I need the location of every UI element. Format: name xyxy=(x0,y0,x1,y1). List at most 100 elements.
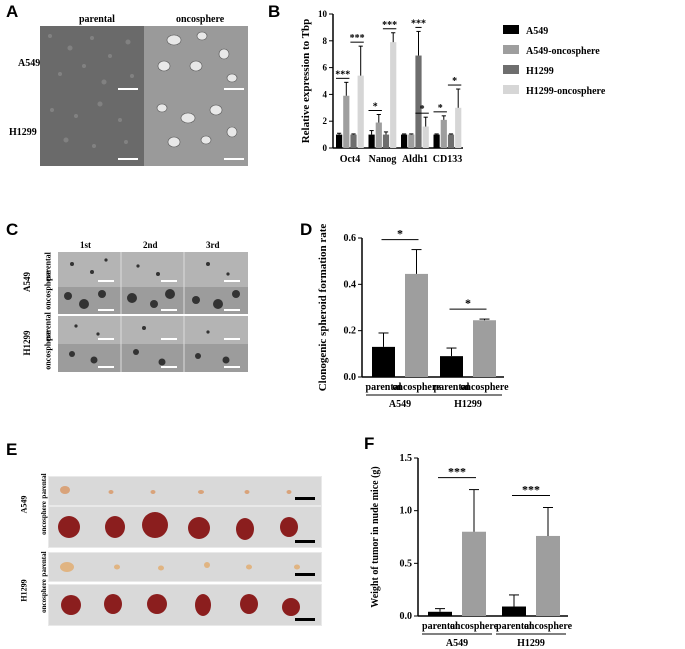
bar xyxy=(375,122,382,148)
significance-mark: * xyxy=(397,227,403,241)
tumor-photo-a549-oncosphere xyxy=(48,506,322,548)
scale-bar xyxy=(224,158,244,160)
group-label: H1299 xyxy=(517,638,545,646)
y-tick-label: 0.2 xyxy=(344,326,357,337)
y-tick-label: 0.0 xyxy=(400,611,413,622)
sphere-texture xyxy=(157,31,238,83)
micrograph-a549-parental xyxy=(40,26,144,96)
x-tick-label: oncosphere xyxy=(524,621,573,632)
tumor-images xyxy=(61,594,315,621)
legend-swatch xyxy=(503,65,519,74)
bar xyxy=(455,107,462,148)
group-label: H1299 xyxy=(454,399,482,410)
x-tick-label: CD133 xyxy=(433,154,462,165)
bar xyxy=(382,134,390,148)
legend-label: H1299 xyxy=(526,66,554,77)
colony-texture xyxy=(58,252,248,372)
y-axis-label: Clonogenic spheroid formation rate xyxy=(317,224,329,392)
expression-bar-chart: 0 2 4 6 8 10 Relative expression to Tbp Oct4 Nan… xyxy=(300,9,606,165)
group-label: A549 xyxy=(389,399,411,410)
row-label-h1299: H1299 xyxy=(9,127,37,138)
group-label-h1299: H1299 xyxy=(22,330,32,356)
row-label-a549: A549 xyxy=(18,58,41,69)
bar xyxy=(401,134,408,148)
significance-mark: *** xyxy=(350,33,365,44)
panel-label-e: E xyxy=(6,440,18,459)
row-label-oncosphere: oncosphere xyxy=(40,501,48,535)
col-header-1st: 1st xyxy=(80,240,91,250)
significance-mark: * xyxy=(452,76,457,87)
micrograph-h1299-parental xyxy=(40,96,144,166)
y-axis-label: Weight of tumor in nude mice (g) xyxy=(370,466,381,607)
row-label-oncosphere: oncosphere xyxy=(43,331,53,370)
y-axis-label: Relative expression to Tbp xyxy=(300,19,312,144)
legend-label: A549-oncosphere xyxy=(526,46,600,57)
significance-mark: * xyxy=(465,296,471,310)
x-tick-label: oncosphere xyxy=(392,382,441,393)
legend-label: H1299-oncosphere xyxy=(526,86,606,97)
col-header-parental: parental xyxy=(79,14,115,25)
group-label-a549: A549 xyxy=(19,495,29,514)
y-tick-label: 6 xyxy=(323,63,328,73)
bar xyxy=(408,134,415,148)
x-tick-label: Aldh1 xyxy=(402,154,428,165)
panel-label-d: D xyxy=(300,220,313,239)
y-tick-label: 0.4 xyxy=(344,279,357,290)
bar xyxy=(336,134,343,148)
legend-label: A549 xyxy=(526,26,548,37)
bar xyxy=(447,134,455,148)
x-tick-label: parental xyxy=(434,382,470,393)
scale-bar xyxy=(224,88,244,90)
bar xyxy=(428,611,452,616)
y-tick-label: 0.5 xyxy=(400,558,413,569)
tumor-weight-chart: 0.0 0.5 1.0 1.5 Weight of tumor in nude mice… xyxy=(370,453,573,646)
tumor-photo-a549-parental xyxy=(48,476,322,506)
y-tick-label: 2 xyxy=(323,116,328,126)
group-label-h1299: H1299 xyxy=(19,579,29,602)
cell-texture xyxy=(50,101,128,148)
x-tick-label: parental xyxy=(366,382,402,393)
significance-mark: * xyxy=(373,102,378,113)
bar xyxy=(368,134,375,148)
panel-label-a: A xyxy=(6,2,19,21)
bar xyxy=(440,356,463,377)
cell-texture xyxy=(48,34,134,85)
tumor-images xyxy=(58,512,315,543)
bar xyxy=(433,134,440,148)
tumor-photo-h1299-oncosphere xyxy=(48,584,322,626)
y-tick-label: 0 xyxy=(323,143,328,153)
bar xyxy=(390,42,397,148)
col-header-2nd: 2nd xyxy=(143,240,158,250)
bar xyxy=(422,126,429,148)
x-tick-label: oncosphere xyxy=(460,382,509,393)
significance-mark: *** xyxy=(335,69,350,80)
spheroid-formation-chart: 0.0 0.2 0.4 0.6 Clonogenic spheroid formatio… xyxy=(317,224,509,410)
bar xyxy=(415,55,422,148)
bar xyxy=(405,273,428,377)
row-label-oncosphere: oncosphere xyxy=(40,579,48,613)
x-tick-label: parental xyxy=(422,621,458,632)
y-tick-label: 0.6 xyxy=(344,233,357,244)
significance-mark: * xyxy=(438,103,443,114)
significance-mark: *** xyxy=(522,483,540,497)
panel-label-c: C xyxy=(6,220,19,239)
group-label: A549 xyxy=(446,638,468,646)
bar xyxy=(343,95,350,148)
y-tick-label: 8 xyxy=(323,36,328,46)
significance-mark: *** xyxy=(448,465,466,479)
sphere-texture xyxy=(156,103,238,148)
y-tick-label: 4 xyxy=(323,89,328,99)
bar xyxy=(357,75,364,148)
legend-swatch xyxy=(503,85,519,94)
bar xyxy=(372,346,395,377)
significance-mark: * xyxy=(420,104,425,115)
bar xyxy=(502,606,526,616)
y-tick-label: 1.0 xyxy=(400,506,413,517)
legend-swatch xyxy=(503,45,519,54)
y-tick-label: 1.5 xyxy=(400,453,413,464)
x-tick-label: parental xyxy=(496,621,532,632)
y-tick-label: 10 xyxy=(318,9,328,19)
scale-bar xyxy=(118,158,138,160)
panel-label-b: B xyxy=(268,2,281,21)
bar xyxy=(462,531,486,616)
